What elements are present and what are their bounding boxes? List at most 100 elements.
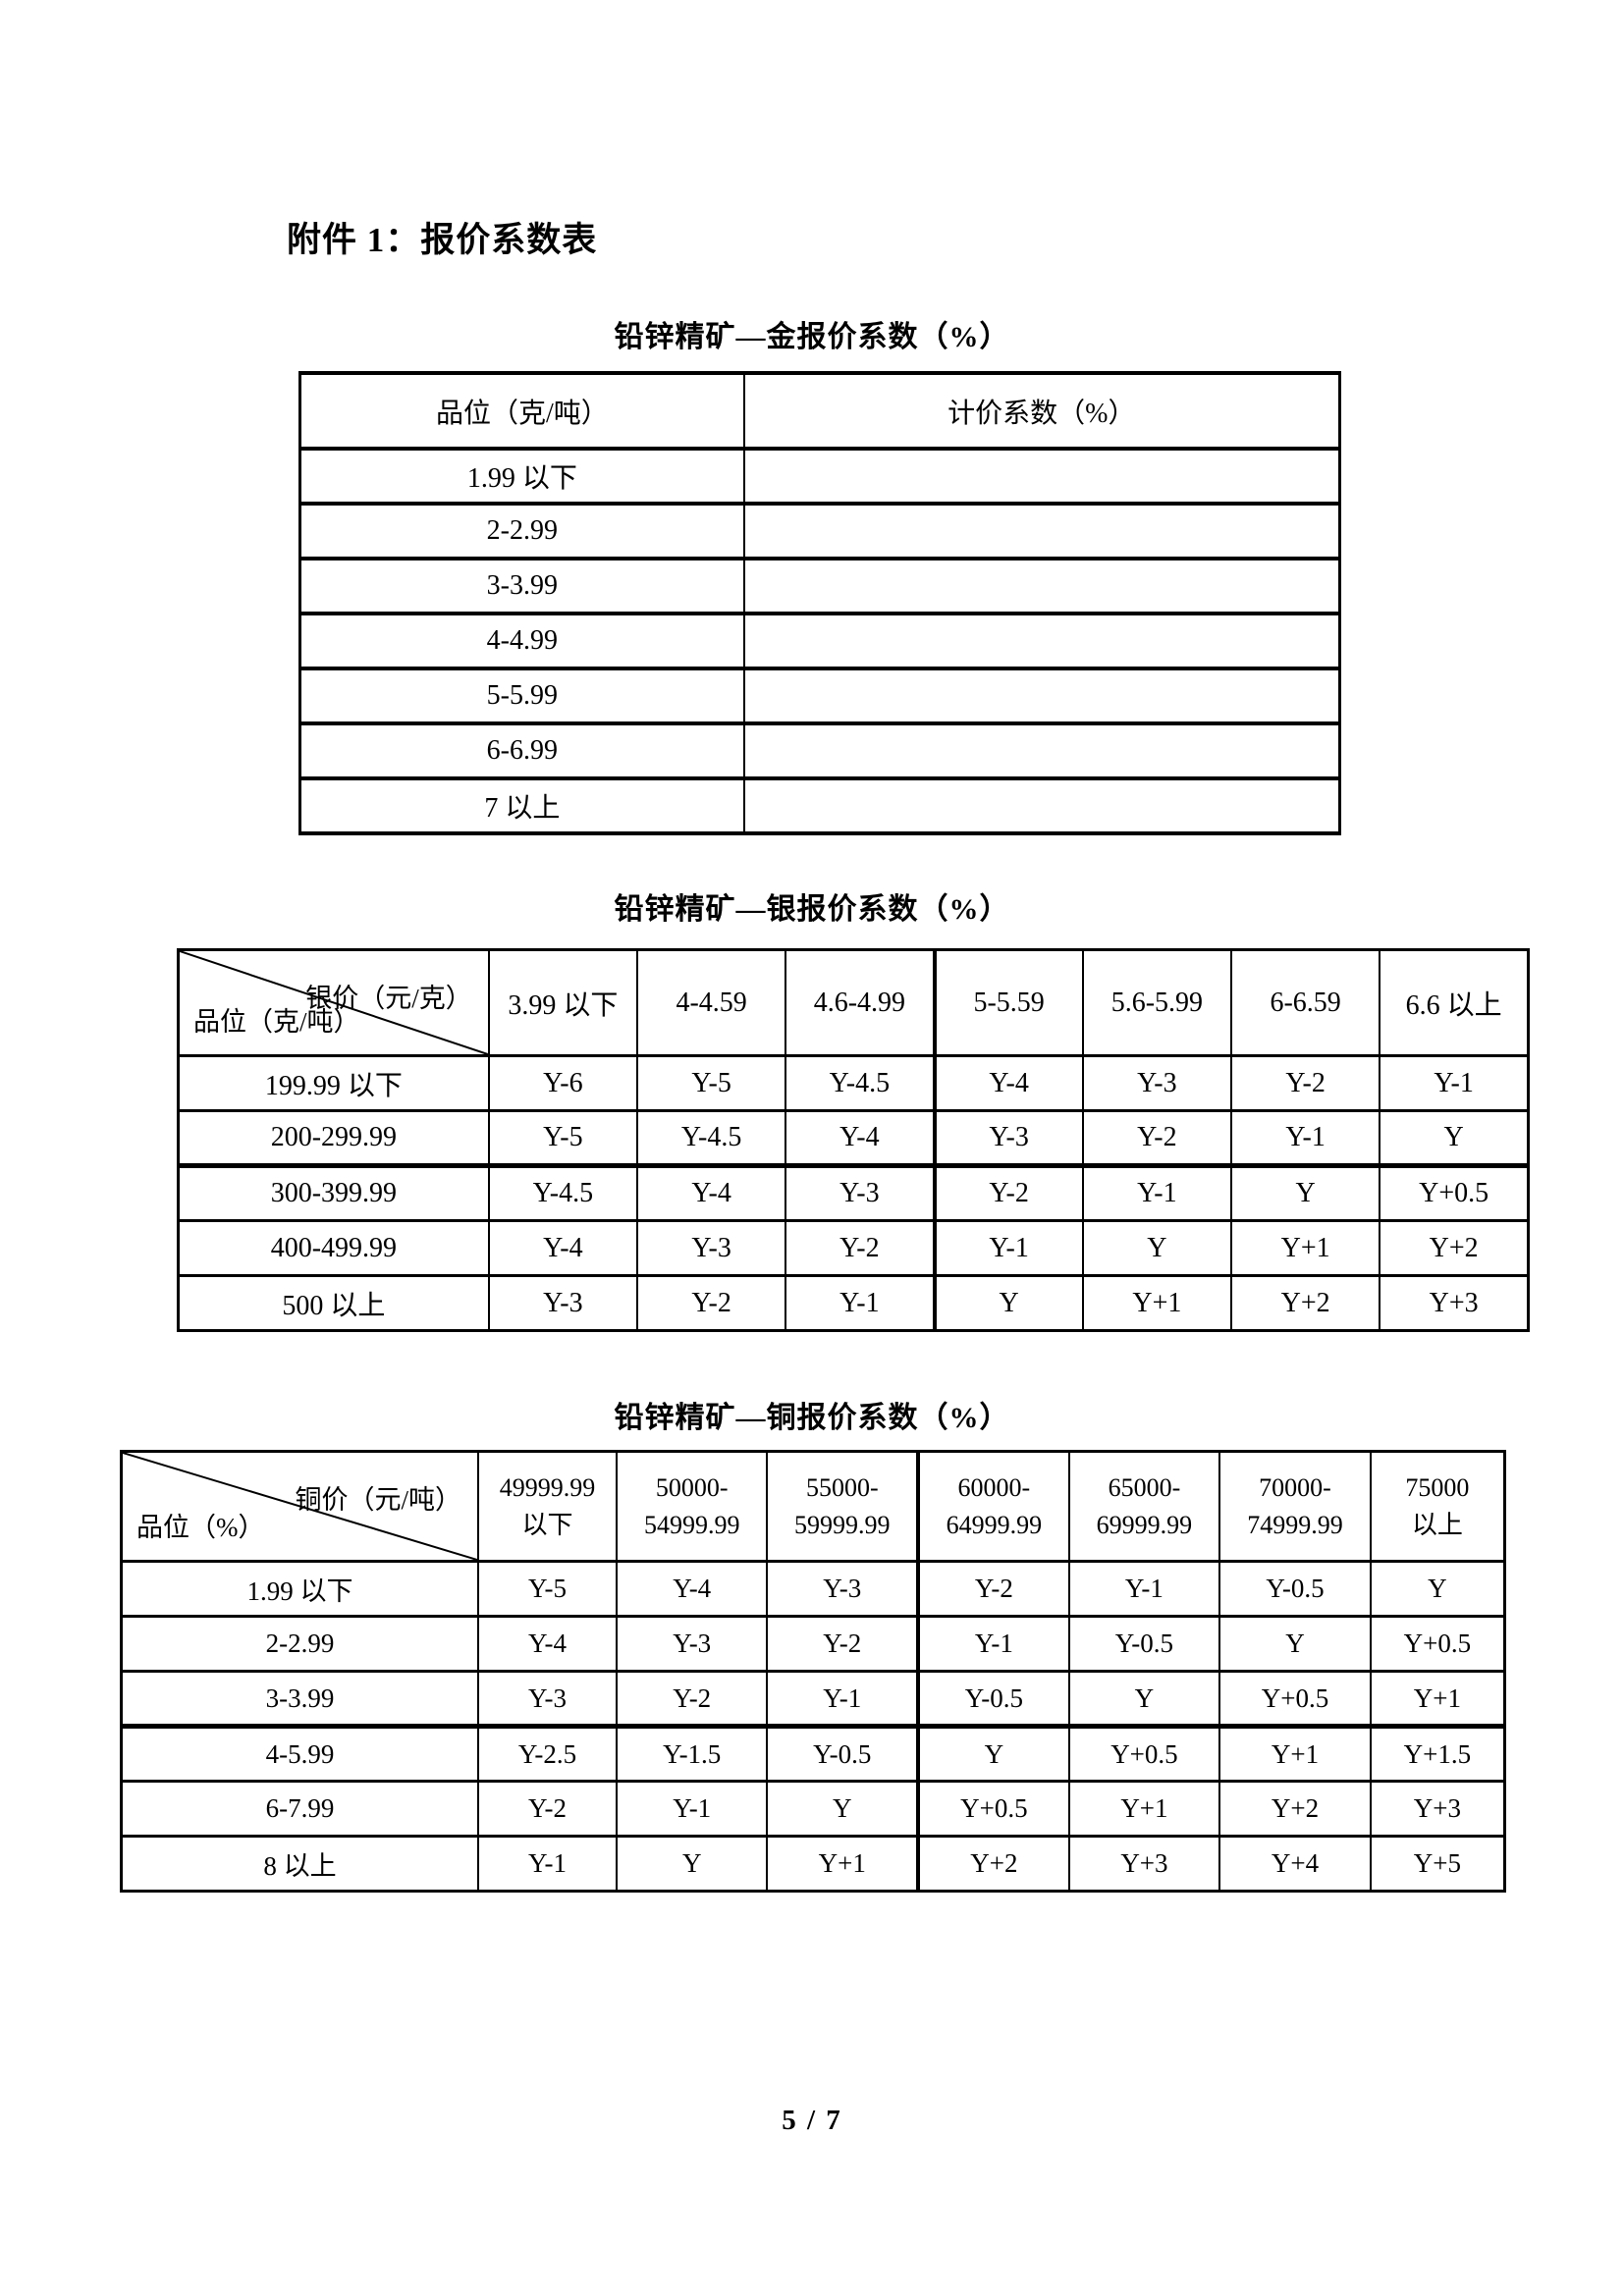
coefficient-cell: Y-0.5	[766, 1724, 920, 1783]
coefficient-cell: Y-3	[635, 1219, 787, 1277]
silver-header-row: 银价（元/克） 品位（克/吨） 3.99 以下 4-4.59 4.6-4.99 …	[177, 948, 1530, 1057]
coefficient-cell: Y-4	[932, 1054, 1084, 1112]
diagonal-line	[123, 1453, 477, 1560]
price-range-header-cell: 6-6.59	[1229, 948, 1381, 1057]
grade-cell: 1.99 以下	[298, 447, 745, 506]
coefficient-cell: Y-2.5	[477, 1724, 618, 1783]
price-range-header-cell: 6.6 以上	[1379, 948, 1530, 1057]
coefficient-cell: Y-2	[785, 1219, 936, 1277]
coefficient-cell: Y+3	[1379, 1274, 1530, 1332]
coefficient-cell: Y-3	[1081, 1054, 1233, 1112]
price-range-header-cell: 49999.99 以下	[477, 1450, 618, 1563]
grade-cell: 6-6.99	[298, 721, 745, 780]
coefficient-cell: Y+0.5	[1067, 1724, 1221, 1783]
coefficient-cell: Y-1	[785, 1274, 936, 1332]
coefficient-cell: Y-5	[477, 1560, 618, 1618]
coefficient-cell: Y-4.5	[785, 1054, 936, 1112]
coefficient-cell: Y-2	[615, 1670, 769, 1728]
coefficient-cell-empty	[742, 447, 1341, 506]
diagonal-header-cell: 银价（元/克） 品位（克/吨）	[177, 948, 490, 1057]
coefficient-cell: Y-6	[487, 1054, 639, 1112]
coefficient-cell-empty	[742, 776, 1341, 835]
copper-header-row: 铜价（元/吨） 品位（%） 49999.99 以下 50000- 54999.9…	[120, 1450, 1506, 1563]
grade-cell: 5-5.99	[298, 667, 745, 725]
coefficient-cell-empty	[742, 502, 1341, 561]
coefficient-cell: Y+0.5	[916, 1780, 1070, 1838]
table-row: 4-5.99 Y-2.5 Y-1.5 Y-0.5 Y Y+0.5 Y+1 Y+1…	[120, 1724, 1506, 1783]
gold-header-row: 品位（克/吨） 计价系数（%）	[298, 371, 1341, 451]
coefficient-cell: Y-5	[487, 1109, 639, 1167]
grade-cell: 300-399.99	[177, 1163, 490, 1222]
coefficient-cell-empty	[742, 557, 1341, 615]
coefficient-cell: Y-2	[932, 1163, 1084, 1222]
coefficient-cell: Y	[1218, 1615, 1372, 1673]
coefficient-cell: Y+3	[1067, 1835, 1221, 1893]
coefficient-cell: Y-4.5	[635, 1109, 787, 1167]
coefficient-cell: Y+1	[1067, 1780, 1221, 1838]
table-row: 300-399.99 Y-4.5 Y-4 Y-3 Y-2 Y-1 Y Y+0.5	[177, 1163, 1530, 1222]
coefficient-cell: Y-1	[477, 1835, 618, 1893]
coefficient-cell: Y+4	[1218, 1835, 1372, 1893]
table-row: 2-2.99 Y-4 Y-3 Y-2 Y-1 Y-0.5 Y Y+0.5	[120, 1615, 1506, 1673]
coefficient-cell: Y-4	[487, 1219, 639, 1277]
table-row: 3-3.99 Y-3 Y-2 Y-1 Y-0.5 Y Y+0.5 Y+1	[120, 1670, 1506, 1728]
grade-cell: 8 以上	[120, 1835, 480, 1893]
document-title: 附件 1：报价系数表	[287, 221, 598, 259]
coefficient-cell: Y-1	[766, 1670, 920, 1728]
copper-table-title: 铅锌精矿—铜报价系数（%）	[614, 1402, 1010, 1434]
coefficient-cell: Y+2	[1218, 1780, 1372, 1838]
table-row: 4-4.99	[298, 612, 1341, 670]
table-row: 500 以上 Y-3 Y-2 Y-1 Y Y+1 Y+2 Y+3	[177, 1274, 1530, 1332]
coefficient-cell: Y+3	[1369, 1780, 1506, 1838]
price-range-header-cell: 5-5.59	[932, 948, 1084, 1057]
coefficient-cell: Y-3	[766, 1560, 920, 1618]
coefficient-cell: Y+2	[1229, 1274, 1381, 1332]
coefficient-cell: Y-1	[1229, 1109, 1381, 1167]
table-row: 3-3.99	[298, 557, 1341, 615]
coefficient-cell: Y-4.5	[487, 1163, 639, 1222]
coefficient-cell: Y+0.5	[1379, 1163, 1530, 1222]
grade-cell: 3-3.99	[298, 557, 745, 615]
coefficient-cell-empty	[742, 612, 1341, 670]
coefficient-cell: Y+1	[1218, 1724, 1372, 1783]
grade-cell: 6-7.99	[120, 1780, 480, 1838]
coefficient-cell: Y-4	[785, 1109, 936, 1167]
coefficient-cell: Y+1	[1369, 1670, 1506, 1728]
coefficient-cell: Y-3	[932, 1109, 1084, 1167]
silver-table-title: 铅锌精矿—银报价系数（%）	[614, 893, 1010, 926]
price-range-header-cell: 65000- 69999.99	[1067, 1450, 1221, 1563]
page-number: 5 / 7	[782, 2105, 842, 2136]
table-row: 200-299.99 Y-5 Y-4.5 Y-4 Y-3 Y-2 Y-1 Y	[177, 1109, 1530, 1167]
grade-cell: 2-2.99	[298, 502, 745, 561]
price-range-header-cell: 50000- 54999.99	[615, 1450, 769, 1563]
price-range-header-cell: 4.6-4.99	[785, 948, 936, 1057]
silver-table: 银价（元/克） 品位（克/吨） 3.99 以下 4-4.59 4.6-4.99 …	[177, 948, 1530, 1332]
table-row: 5-5.99	[298, 667, 1341, 725]
table-row: 1.99 以下 Y-5 Y-4 Y-3 Y-2 Y-1 Y-0.5 Y	[120, 1560, 1506, 1618]
coefficient-cell: Y-3	[785, 1163, 936, 1222]
grade-cell: 3-3.99	[120, 1670, 480, 1728]
grade-cell: 199.99 以下	[177, 1054, 490, 1112]
coefficient-cell: Y	[1369, 1560, 1506, 1618]
grade-cell: 200-299.99	[177, 1109, 490, 1167]
price-axis-label: 银价（元/克）	[305, 984, 472, 1013]
grade-cell: 7 以上	[298, 776, 745, 835]
coefficient-cell: Y+2	[916, 1835, 1070, 1893]
coefficient-cell: Y-2	[635, 1274, 787, 1332]
grade-cell: 1.99 以下	[120, 1560, 480, 1618]
diagonal-line	[180, 951, 488, 1054]
coefficient-cell: Y+1	[1081, 1274, 1233, 1332]
table-row: 6-7.99 Y-2 Y-1 Y Y+0.5 Y+1 Y+2 Y+3	[120, 1780, 1506, 1838]
coefficient-cell: Y+1	[1229, 1219, 1381, 1277]
coefficient-cell: Y-4	[635, 1163, 787, 1222]
coefficient-cell: Y	[766, 1780, 920, 1838]
grade-axis-label: 品位（克/吨）	[193, 1007, 360, 1037]
grade-cell: 4-4.99	[298, 612, 745, 670]
grade-cell: 500 以上	[177, 1274, 490, 1332]
coefficient-cell: Y-1	[1081, 1163, 1233, 1222]
coefficient-cell: Y+0.5	[1369, 1615, 1506, 1673]
price-range-header-cell: 75000 以上	[1369, 1450, 1506, 1563]
coefficient-cell: Y	[1067, 1670, 1221, 1728]
grade-cell: 400-499.99	[177, 1219, 490, 1277]
